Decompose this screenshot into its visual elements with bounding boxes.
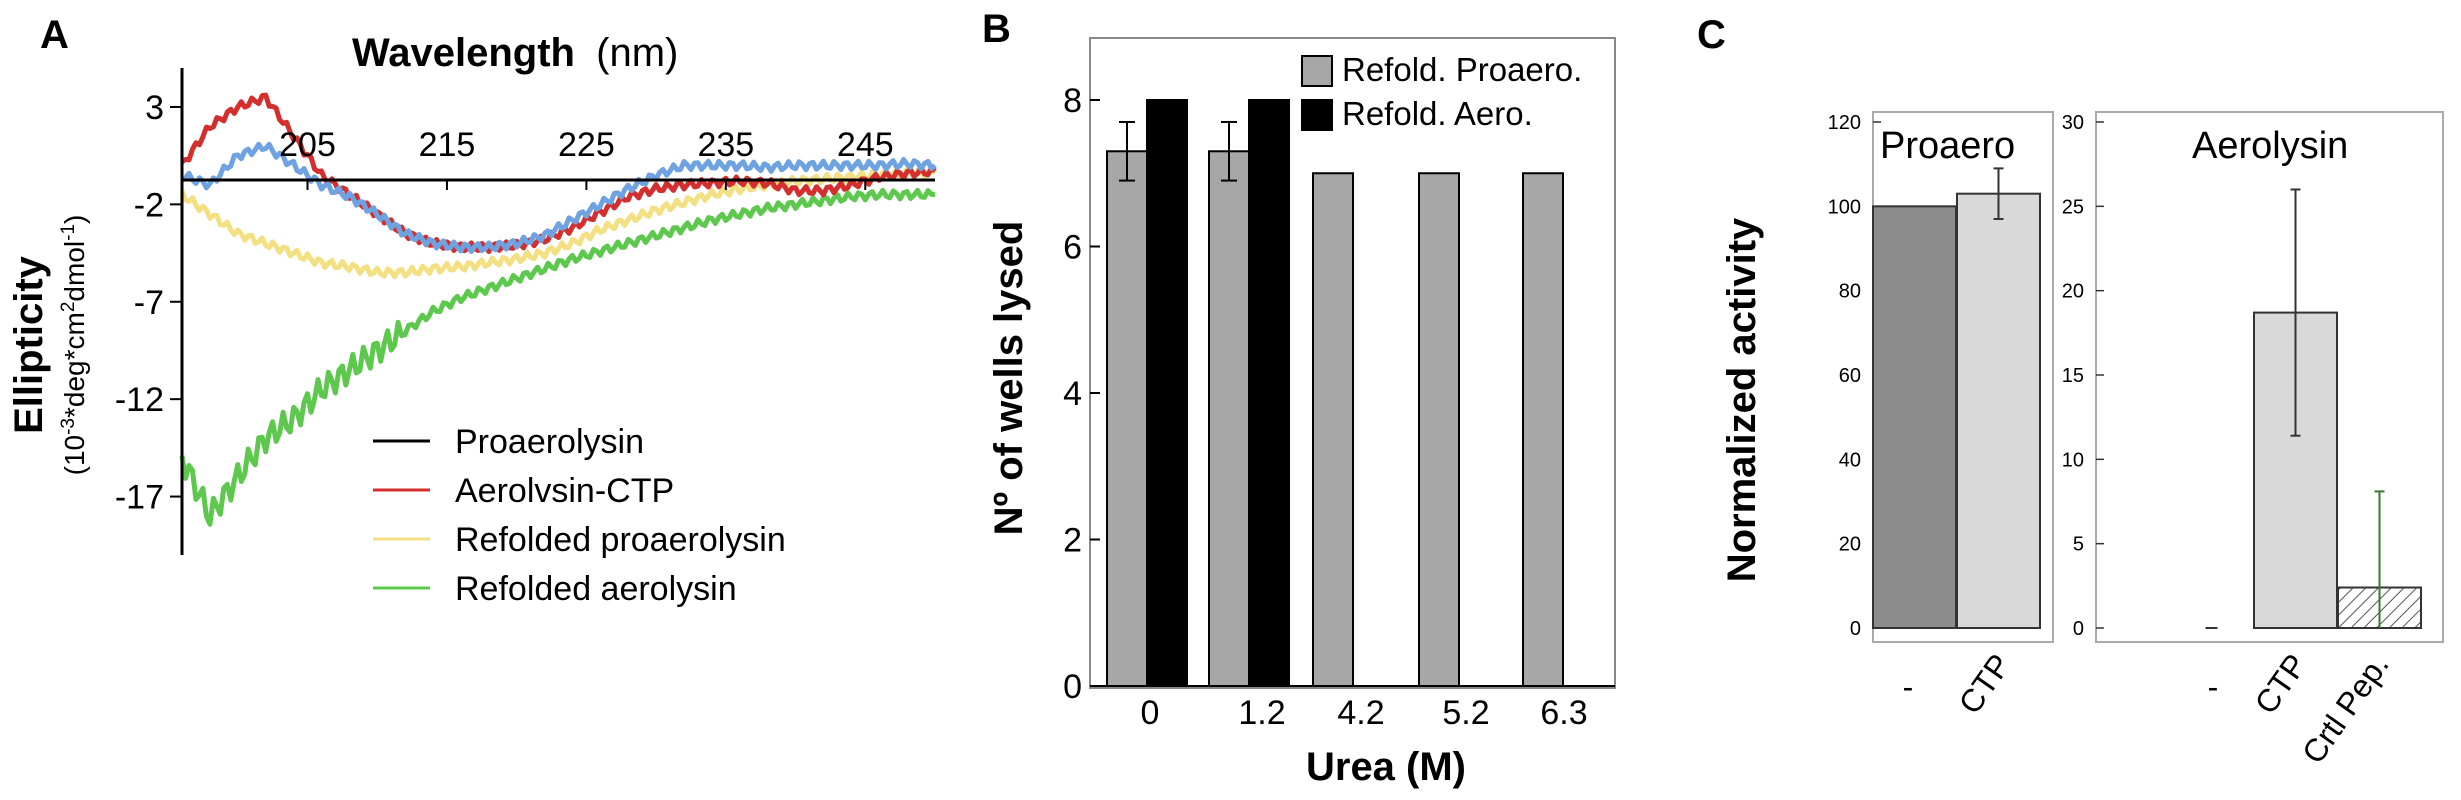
panel-b-xlabel: Urea (M) xyxy=(1306,745,1466,789)
x-tick-label: 235 xyxy=(697,126,754,164)
unit-part: ) xyxy=(59,215,90,224)
panel-b-chart: 0 2 4 6 8 0 1.2 4.2 5.2 6.3 Nº of wells lysed Ure… xyxy=(987,37,1616,789)
y-tick-label: 20 xyxy=(1839,534,1861,556)
panel-a-xlabel-unit: (nm) xyxy=(596,31,678,75)
x-tick-label: 225 xyxy=(558,126,615,164)
bar xyxy=(1872,205,1957,629)
y-tick-label: 30 xyxy=(2062,112,2084,134)
panel-a-ylabel: Ellipticity xyxy=(7,255,51,434)
y-tick-label: 0 xyxy=(1850,618,1861,640)
series-line-blue-overlay xyxy=(181,141,937,254)
x-tick-label: CTP xyxy=(1952,647,2018,720)
legend-swatch xyxy=(1301,99,1333,131)
panel-c-proaero-chart: 0 20 40 60 80 100 120 Proaero - CTP xyxy=(1828,111,2054,720)
y-tick-label: 0 xyxy=(2073,618,2084,640)
x-tick-label: 5.2 xyxy=(1442,694,1489,732)
legend-label: Aerolvsin-CTP xyxy=(455,472,674,510)
panel-label-c: C xyxy=(1697,13,1726,57)
panel-b-axes: 0 2 4 6 8 0 1.2 4.2 5.2 6.3 xyxy=(1063,82,1615,732)
panel-label-b: B xyxy=(982,7,1011,51)
panel-c-ylabel: Normalized activity xyxy=(1720,217,1764,582)
series-line-refolded-aerolysin xyxy=(179,187,936,527)
y-tick-label: -2 xyxy=(134,186,164,224)
unit-part-sup: -1 xyxy=(58,224,79,241)
panel-a-ylabel-unit: (10-3*deg*cm2dmol-1) xyxy=(58,215,90,476)
y-tick-label: 80 xyxy=(1839,281,1861,303)
y-tick-label: 3 xyxy=(145,89,164,127)
bar xyxy=(1312,172,1354,687)
bar xyxy=(1418,172,1460,687)
legend-swatch xyxy=(1301,55,1333,87)
panel-c-chart: Normalized activity 020406080100120Proae… xyxy=(1720,111,2444,770)
x-tick-label: - xyxy=(1903,669,1914,705)
x-tick-label: 1.2 xyxy=(1238,694,1285,732)
legend-label: Refolded aerolysin xyxy=(455,570,737,608)
panel-a-xlabel-bold: Wavelength xyxy=(352,31,575,75)
plot-frame xyxy=(2095,111,2444,643)
bar xyxy=(1956,192,2041,630)
x-tick-label: 6.3 xyxy=(1540,694,1587,732)
y-tick-label: 25 xyxy=(2062,196,2084,218)
panel-a-ticks: 205 215 225 235 245 3 -2 -7 -12 -17 xyxy=(115,89,894,517)
bar xyxy=(1208,150,1250,687)
panel-b-ylabel: Nº of wells lysed xyxy=(987,221,1031,536)
panel-label-a: A xyxy=(40,13,69,57)
panel-b-bars xyxy=(1106,99,1603,687)
plot-title: Proaero xyxy=(1880,125,2015,167)
series-line-aerolysin-ctp xyxy=(180,92,937,254)
y-tick-label: 120 xyxy=(1828,112,1861,134)
unit-part-sup: -3 xyxy=(58,418,79,435)
x-tick-label: 4.2 xyxy=(1337,694,1384,732)
x-tick-label: 245 xyxy=(837,126,894,164)
panel-a-legend: Proaerolysin Aerolvsin-CTP Refolded proaer… xyxy=(373,423,786,608)
y-tick-label: 100 xyxy=(1828,196,1861,218)
x-tick-label: CTP xyxy=(2248,647,2314,720)
y-tick-label: 40 xyxy=(1839,449,1861,471)
y-tick-label: 8 xyxy=(1063,82,1082,120)
x-tick-label: 0 xyxy=(1141,694,1160,732)
x-tick-label: 215 xyxy=(419,126,476,164)
x-tick-label: 205 xyxy=(279,126,336,164)
y-tick-label: 10 xyxy=(2062,449,2084,471)
y-tick-label: -17 xyxy=(115,479,164,517)
panel-b-legend: Refold. Proaero. Refold. Aero. xyxy=(1301,51,1582,132)
unit-part: *deg*cm xyxy=(59,312,90,418)
y-tick-label: 60 xyxy=(1839,365,1861,387)
bar xyxy=(1522,172,1564,687)
panel-b-frame xyxy=(1089,37,1616,689)
panel-a-series-lines xyxy=(179,92,937,527)
y-tick-label: 5 xyxy=(2073,534,2084,556)
y-tick-label: 6 xyxy=(1063,229,1082,267)
x-tick-label: - xyxy=(2208,669,2219,705)
unit-part-sup: 2 xyxy=(58,302,79,313)
legend-label: Refold. Aero. xyxy=(1342,95,1533,132)
y-tick-label: 20 xyxy=(2062,281,2084,303)
y-tick-label: 4 xyxy=(1063,375,1082,413)
legend-label: Refold. Proaero. xyxy=(1342,51,1582,88)
bar xyxy=(1146,99,1188,687)
legend-label: Proaerolysin xyxy=(455,423,644,461)
plot-title: Aerolysin xyxy=(2192,125,2348,167)
panel-a-xlabel: Wavelength (nm) xyxy=(352,31,678,75)
y-tick-label: -12 xyxy=(115,381,164,419)
bar xyxy=(1248,99,1290,687)
unit-part: dmol xyxy=(59,241,90,302)
legend-label: Refolded proaerolysin xyxy=(455,521,786,559)
y-tick-label: 2 xyxy=(1063,522,1082,560)
y-tick-label: 0 xyxy=(1063,668,1082,706)
bar xyxy=(1106,150,1148,687)
unit-part: (10 xyxy=(59,435,90,475)
y-tick-label: 15 xyxy=(2062,365,2084,387)
series-line-refolded-proaerolysin xyxy=(179,166,937,280)
y-tick-label: -7 xyxy=(134,284,164,322)
